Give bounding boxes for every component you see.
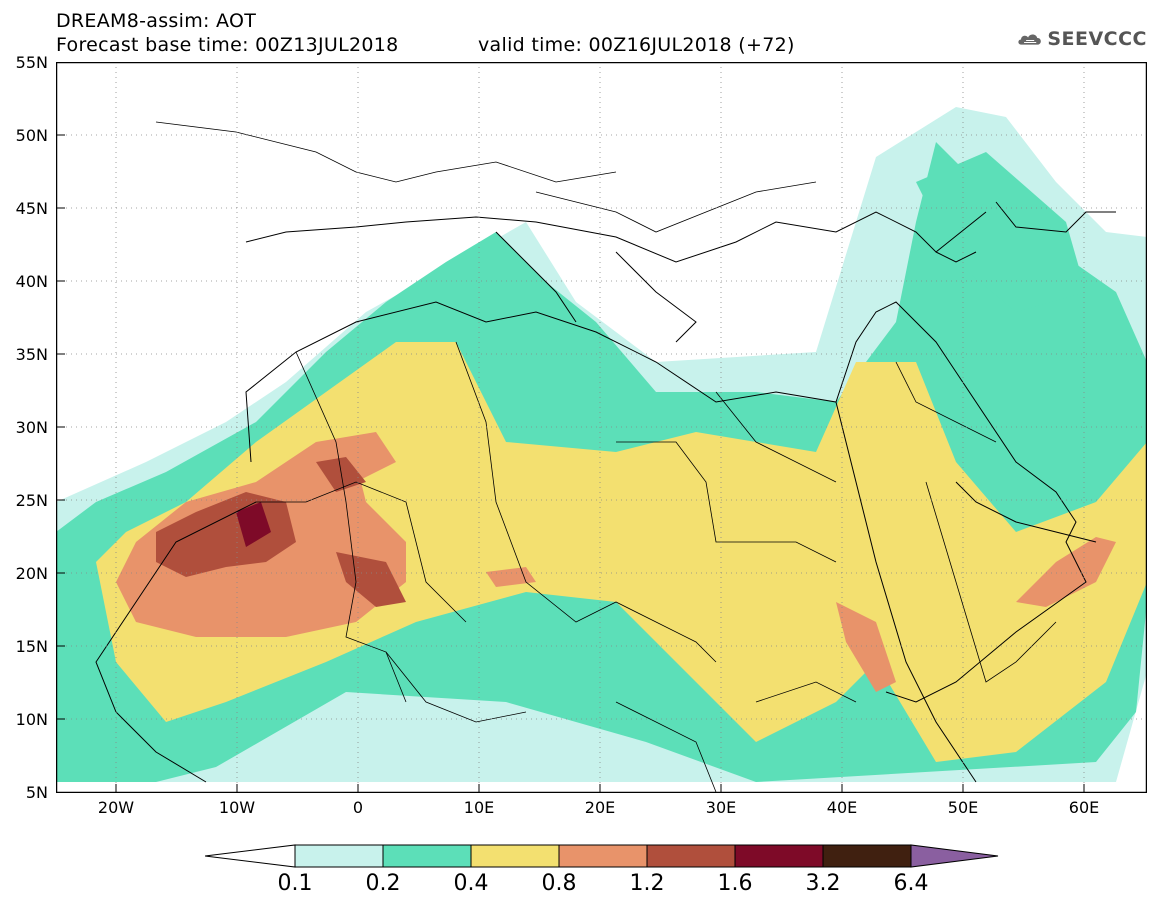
lat-label-10n: 10N [15,710,48,729]
axis-ticks [56,134,1085,793]
colorbar-swatch-0 [294,844,384,868]
lon-label-30e: 30E [705,798,737,817]
aot-map [56,62,1147,793]
colorbar-swatch-1 [382,844,472,868]
lat-label-20n: 20N [15,564,48,583]
lat-label-45n: 45N [15,199,48,218]
lon-label-10e: 10E [463,798,495,817]
logo-text: SEEVCCC [1047,28,1147,50]
cloud-icon [1018,34,1041,45]
valid-time: valid time: 00Z16JUL2018 (+72) [478,34,795,56]
map-frame [56,62,1147,793]
lon-label-20e: 20E [584,798,616,817]
colorbar-high-arrow [910,844,999,868]
forecast-base-time: Forecast base time: 00Z13JUL2018 [56,34,399,56]
colorbar-label-3: 0.8 [541,871,577,896]
country-borders [155,121,1057,793]
lat-label-5n: 5N [25,783,48,802]
product-title: DREAM8-assim: AOT [56,10,257,32]
lat-label-40n: 40N [15,272,48,291]
colorbar-swatch-3 [558,844,648,868]
lat-label-50n: 50N [15,126,48,145]
colorbar-label-1: 0.2 [365,871,401,896]
aot-shade-1-6 [236,502,271,547]
lat-label-35n: 35N [15,345,48,364]
colorbar-label-4: 1.2 [629,871,665,896]
colorbar-low-arrow [205,844,296,868]
seevccc-logo: SEEVCCC [1017,22,1147,56]
colorbar [205,844,999,868]
lon-label-60e: 60E [1068,798,1100,817]
colorbar-label-7: 6.4 [893,871,929,896]
lon-label-40e: 40E [826,798,858,817]
lat-label-25n: 25N [15,491,48,510]
lon-label-10w: 10W [218,798,256,817]
lat-label-30n: 30N [15,418,48,437]
lon-label-50e: 50E [947,798,979,817]
lat-label-55n: 55N [15,53,48,72]
lat-lon-grid [56,62,1147,793]
colorbar-label-2: 0.4 [453,871,489,896]
lat-label-15n: 15N [15,637,48,656]
colorbar-swatch-6 [822,844,912,868]
lon-label-0: 0 [352,798,364,817]
colorbar-swatch-5 [734,844,824,868]
colorbar-swatch-2 [470,844,560,868]
colorbar-label-6: 3.2 [805,871,841,896]
lon-label-20w: 20W [97,798,135,817]
colorbar-swatch-4 [646,844,736,868]
coastlines [95,201,1116,783]
colorbar-label-0: 0.1 [277,871,313,896]
colorbar-label-5: 1.6 [717,871,753,896]
